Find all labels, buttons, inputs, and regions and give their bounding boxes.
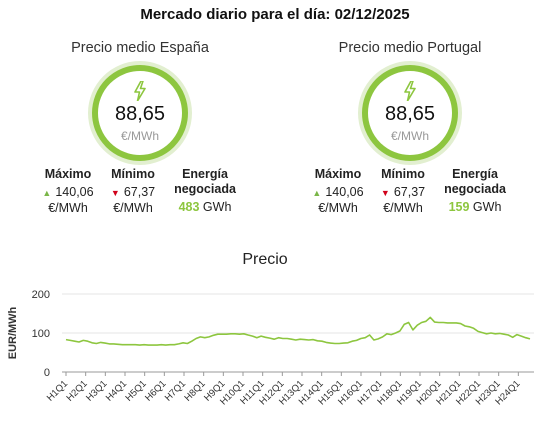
- max-label: Máximo: [44, 167, 92, 181]
- average-price-unit: €/MWh: [390, 129, 429, 143]
- chart-title: Precio: [242, 251, 288, 268]
- x-tick-label: H4Q1: [104, 378, 129, 403]
- average-price-unit: €/MWh: [120, 129, 159, 143]
- x-tick-label: H3Q1: [84, 378, 109, 403]
- panel-title-portugal: Precio medio Portugal: [338, 40, 482, 56]
- lightning-bolt-icon: [134, 81, 146, 101]
- max-unit: €/MWh: [48, 201, 88, 215]
- x-tick-label: H5Q1: [123, 378, 148, 403]
- triangle-up-icon: ▲: [42, 188, 52, 198]
- x-tick-label: H2Q1: [64, 378, 89, 403]
- min-unit: €/MWh: [113, 201, 153, 215]
- min-value: 67,37: [123, 185, 156, 199]
- panel-spain: Precio medio España 88,65 €/MWh Máximo ▲…: [5, 40, 275, 230]
- x-tick-label: H6Q1: [143, 378, 168, 403]
- lightning-bolt-icon: [404, 81, 416, 101]
- x-tick-label: H1Q1: [45, 378, 70, 403]
- min-value: 67,37: [393, 185, 426, 199]
- price-series-line: [65, 316, 531, 346]
- min-label: Mínimo: [381, 167, 425, 181]
- average-price-value: 88,65: [114, 103, 166, 125]
- max-stat-portugal: Máximo ▲ 140,06 €/MWh: [303, 167, 373, 216]
- energy-label-line1: Energía: [182, 167, 228, 181]
- energy-stat-portugal: Energía negociada 159 GWh: [435, 167, 515, 215]
- y-tick-label: 0: [44, 367, 50, 379]
- energy-label-line1: Energía: [452, 167, 498, 181]
- average-price-value: 88,65: [384, 103, 436, 125]
- triangle-down-icon: ▼: [380, 188, 390, 198]
- energy-label-line2: negociada: [174, 182, 236, 196]
- energy-unit: GWh: [202, 200, 232, 214]
- max-label: Máximo: [314, 167, 362, 181]
- x-tick-label: H7Q1: [163, 378, 188, 403]
- triangle-down-icon: ▼: [110, 188, 120, 198]
- energy-label-line2: negociada: [444, 182, 506, 196]
- average-price-gauge-spain: 88,65 €/MWh: [92, 65, 188, 161]
- max-value: 140,06: [55, 185, 94, 199]
- y-axis-label: EUR/MWh: [7, 306, 19, 359]
- energy-value: 159: [448, 200, 470, 214]
- energy-value: 483: [178, 200, 200, 214]
- max-value: 140,06: [325, 185, 364, 199]
- min-stat-spain: Mínimo ▼ 67,37 €/MWh: [103, 167, 163, 216]
- energy-stat-spain: Energía negociada 483 GWh: [165, 167, 245, 215]
- max-unit: €/MWh: [318, 201, 358, 215]
- panel-portugal: Precio medio Portugal 88,65 €/MWh Máximo…: [275, 40, 545, 230]
- panel-title-spain: Precio medio España: [71, 40, 209, 56]
- y-tick-label: 100: [32, 328, 50, 340]
- min-label: Mínimo: [111, 167, 155, 181]
- average-price-gauge-portugal: 88,65 €/MWh: [362, 65, 458, 161]
- x-tick-label: H8Q1: [182, 378, 207, 403]
- price-line-chart: 0 100 200 EUR/MWh H1Q1H2Q1H3Q1H4Q1H5Q1H6Q1H7…: [7, 289, 534, 407]
- min-stat-portugal: Mínimo ▼ 67,37 €/MWh: [373, 167, 433, 216]
- page-title: Mercado diario para el día: 02/12/2025: [140, 6, 410, 23]
- min-unit: €/MWh: [383, 201, 423, 215]
- energy-unit: GWh: [472, 200, 502, 214]
- max-stat-spain: Máximo ▲ 140,06 €/MWh: [33, 167, 103, 216]
- y-tick-label: 200: [32, 289, 50, 301]
- triangle-up-icon: ▲: [312, 188, 322, 198]
